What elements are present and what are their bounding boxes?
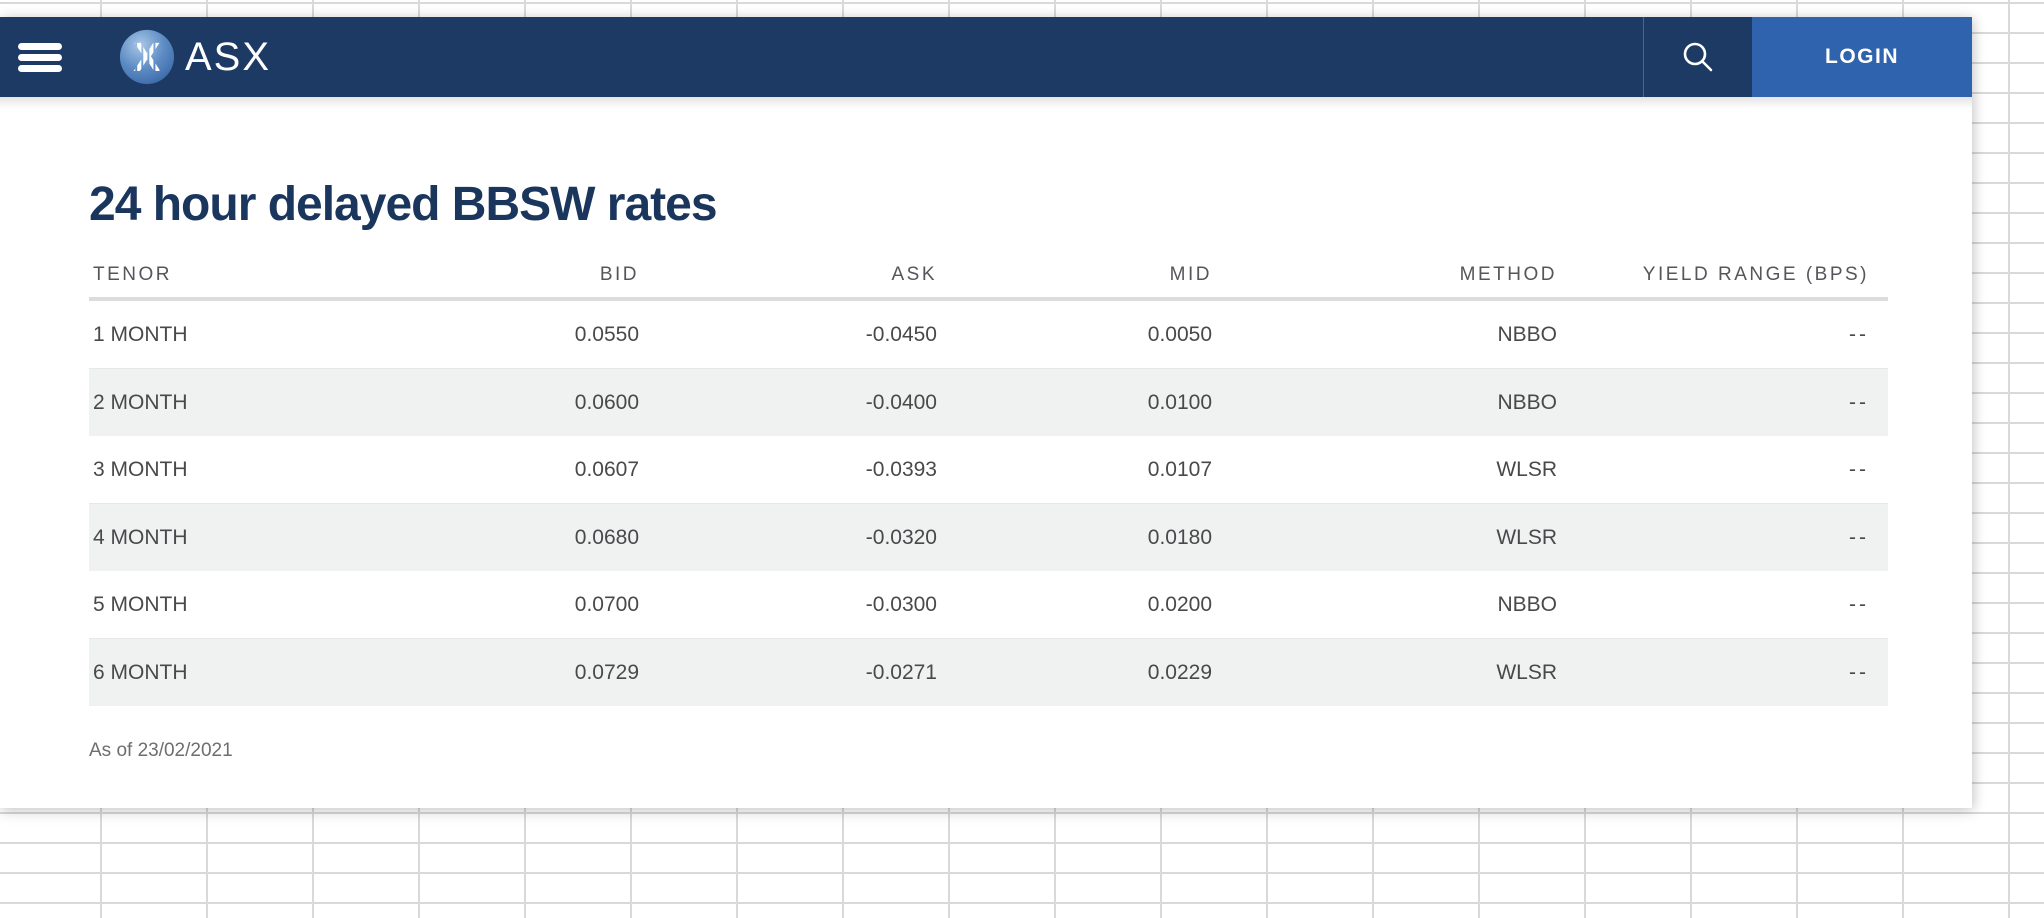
cell-method: NBBO	[1497, 592, 1557, 616]
table-header-row: TENOR BID ASK MID METHOD YIELD RANGE (BP…	[89, 253, 1888, 301]
header-ask: ASK	[891, 264, 937, 285]
table-row: 5 MONTH 0.0700 -0.0300 0.0200 NBBO --	[89, 571, 1888, 638]
cell-ask: -0.0320	[865, 525, 937, 549]
cell-tenor: 3 MONTH	[93, 457, 188, 481]
bbsw-rates-table: TENOR BID ASK MID METHOD YIELD RANGE (BP…	[89, 253, 1888, 706]
cell-method: NBBO	[1497, 390, 1557, 414]
cell-method: WLSR	[1496, 660, 1557, 684]
cell-mid: 0.0229	[1147, 660, 1212, 684]
cell-bid: 0.0600	[574, 390, 639, 414]
table-body: 1 MONTH 0.0550 -0.0450 0.0050 NBBO -- 2 …	[89, 301, 1888, 706]
header-bid: BID	[599, 264, 639, 285]
as-of-date: As of 23/02/2021	[89, 740, 233, 761]
cell-yield-range: --	[1849, 660, 1869, 684]
cell-method: WLSR	[1496, 525, 1557, 549]
header-tenor: TENOR	[93, 264, 172, 285]
table-row: 4 MONTH 0.0680 -0.0320 0.0180 WLSR --	[89, 503, 1888, 571]
menu-hamburger-icon[interactable]	[18, 43, 62, 72]
table-row: 1 MONTH 0.0550 -0.0450 0.0050 NBBO --	[89, 301, 1888, 368]
login-button[interactable]: LOGIN	[1752, 17, 1972, 97]
cell-yield-range: --	[1849, 525, 1869, 549]
cell-mid: 0.0107	[1147, 457, 1212, 481]
asx-logo[interactable]: X ASX	[119, 29, 271, 85]
svg-text:X: X	[133, 34, 161, 80]
table-row: 2 MONTH 0.0600 -0.0400 0.0100 NBBO --	[89, 368, 1888, 436]
cell-bid: 0.0700	[574, 592, 639, 616]
header-yield-range: YIELD RANGE (BPS)	[1642, 264, 1869, 285]
table-row: 6 MONTH 0.0729 -0.0271 0.0229 WLSR --	[89, 638, 1888, 706]
cell-ask: -0.0271	[865, 660, 937, 684]
navbar-shadow	[0, 97, 1972, 109]
table-row: 3 MONTH 0.0607 -0.0393 0.0107 WLSR --	[89, 436, 1888, 503]
cell-bid: 0.0550	[574, 322, 639, 346]
search-button[interactable]	[1662, 17, 1734, 97]
cell-tenor: 4 MONTH	[93, 525, 188, 549]
cell-method: NBBO	[1497, 322, 1557, 346]
cell-method: WLSR	[1496, 457, 1557, 481]
cell-mid: 0.0100	[1147, 390, 1212, 414]
cell-yield-range: --	[1849, 322, 1869, 346]
cell-bid: 0.0680	[574, 525, 639, 549]
asx-logo-icon: X	[119, 29, 175, 85]
cell-mid: 0.0050	[1147, 322, 1212, 346]
cell-mid: 0.0200	[1147, 592, 1212, 616]
page-title: 24 hour delayed BBSW rates	[89, 178, 718, 232]
cell-bid: 0.0607	[574, 457, 639, 481]
top-navbar: X ASX LOGIN	[0, 17, 1972, 109]
cell-ask: -0.0450	[865, 322, 937, 346]
cell-yield-range: --	[1849, 592, 1869, 616]
navbar-divider	[1643, 17, 1644, 97]
cell-ask: -0.0393	[865, 457, 937, 481]
cell-tenor: 2 MONTH	[93, 390, 188, 414]
cell-tenor: 6 MONTH	[93, 660, 188, 684]
brand-text: ASX	[185, 34, 272, 79]
cell-tenor: 5 MONTH	[93, 592, 188, 616]
cell-ask: -0.0300	[865, 592, 937, 616]
search-icon	[1683, 42, 1713, 72]
cell-yield-range: --	[1849, 390, 1869, 414]
browser-page: X ASX LOGIN 24 hour delayed BBSW rates T…	[0, 17, 1972, 808]
cell-yield-range: --	[1849, 457, 1869, 481]
header-method: METHOD	[1459, 264, 1557, 285]
cell-ask: -0.0400	[865, 390, 937, 414]
cell-bid: 0.0729	[574, 660, 639, 684]
cell-mid: 0.0180	[1147, 525, 1212, 549]
cell-tenor: 1 MONTH	[93, 322, 188, 346]
header-mid: MID	[1169, 264, 1212, 285]
